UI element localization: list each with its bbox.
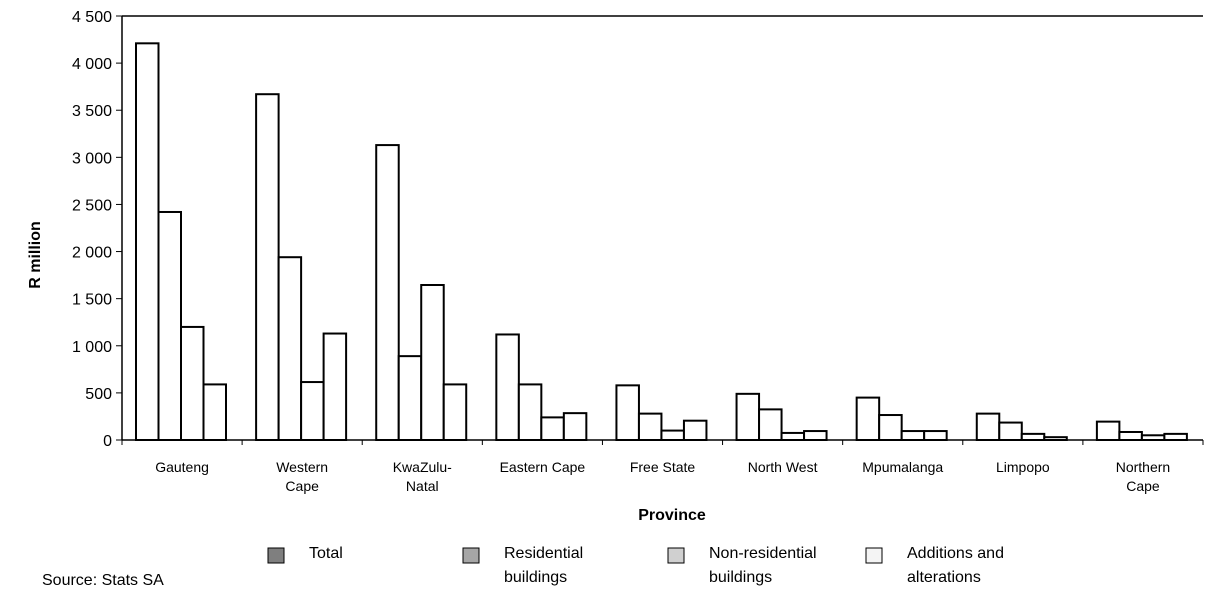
legend-label: Non-residential buildings [709,545,817,586]
legend-swatch [267,547,285,564]
bar-non-residential-buildings [180,325,205,441]
bar-residential-buildings [397,355,423,441]
x-tick-label: KwaZulu-Natal [393,459,452,494]
x-axis-title: Province [638,507,706,524]
y-tick-label: 3 000 [72,150,112,167]
y-tick-label: 1 500 [72,292,112,309]
legend-label: Total [309,545,343,562]
bar-total [1095,420,1121,442]
bar-non-residential-buildings [780,431,806,441]
y-axis-title: R million [27,221,44,289]
x-tick-label: Western Cape [276,459,328,494]
bar-residential-buildings [637,412,663,441]
axes [121,15,1204,445]
bar-total [135,42,160,442]
bar-total [975,412,1001,441]
legend-label: Additions and alterations [907,545,1004,586]
bar-residential-buildings [517,383,543,441]
bar-non-residential-buildings [300,381,325,442]
bar-residential-buildings [1118,430,1143,442]
bar-additions-and-alterations [1163,432,1188,441]
x-tick-label: North West [748,459,818,475]
bar-non-residential-buildings [1020,432,1046,441]
bar-additions-and-alterations [562,412,588,441]
bar-non-residential-buildings [540,416,565,441]
y-tick-label: 2 000 [72,245,112,262]
legend-swatch [462,547,480,564]
bar-additions-and-alterations [322,332,348,442]
legend-swatch [667,547,685,564]
y-tick-label: 4 500 [72,9,112,26]
legend-label: Residential buildings [504,545,583,586]
bar-additions-and-alterations [442,383,468,441]
y-tick-label: 3 500 [72,103,112,120]
bars [135,42,1188,442]
x-tick-label: Free State [630,459,696,475]
legend-swatch [865,547,883,564]
y-tick-label: 500 [85,386,112,403]
y-tick-label: 4 000 [72,56,112,73]
bar-residential-buildings [878,414,903,441]
bar-non-residential-buildings [420,284,445,442]
y-tick-label: 1 000 [72,339,112,356]
bar-total [255,93,280,442]
bar-residential-buildings [277,256,303,441]
bar-additions-and-alterations [202,383,227,441]
x-tick-label: Northern Cape [1116,459,1170,494]
x-tick-label: Mpumalanga [862,459,943,475]
bar-additions-and-alterations [923,430,948,441]
y-tick-label: 0 [103,433,112,450]
bar-residential-buildings [998,421,1023,441]
bar-residential-buildings [758,408,783,441]
bar-non-residential-buildings [660,429,685,442]
bar-total [495,333,520,441]
x-tick-label: Limpopo [996,459,1050,475]
x-tick-label: Gauteng [155,459,209,475]
bar-residential-buildings [157,210,182,441]
bar-non-residential-buildings [900,430,926,441]
bar-total [375,144,400,441]
x-tick-label: Eastern Cape [500,459,586,475]
bar-total [735,392,761,442]
y-tick-label: 2 500 [72,197,112,214]
x-axis-categories: Gauteng Western Cape KwaZulu-Natal Eastern C… [155,459,1170,494]
bar-additions-and-alterations [682,419,708,442]
bar-additions-and-alterations [803,430,828,441]
bar-total [855,396,881,442]
source-note: Source: Stats SA [42,572,164,589]
y-axis-ticks: 0 500 1 000 1 500 2 000 2 500 3 000 3 500 4 000 4… [72,9,122,450]
legend: Total Residential buildings Non-residential… [267,545,1004,586]
bar-total [615,384,640,441]
